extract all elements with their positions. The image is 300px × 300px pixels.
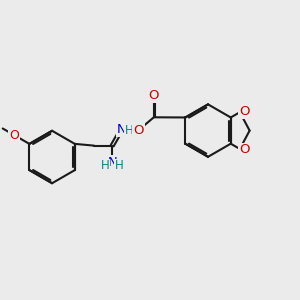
Text: N: N [107, 156, 117, 169]
Text: H: H [115, 159, 124, 172]
Text: H: H [101, 159, 110, 172]
Text: O: O [133, 124, 144, 137]
Text: H: H [124, 124, 134, 137]
Text: N: N [117, 123, 127, 136]
Text: O: O [239, 105, 250, 118]
Text: O: O [9, 129, 19, 142]
Text: O: O [239, 143, 250, 157]
Text: O: O [148, 89, 159, 102]
